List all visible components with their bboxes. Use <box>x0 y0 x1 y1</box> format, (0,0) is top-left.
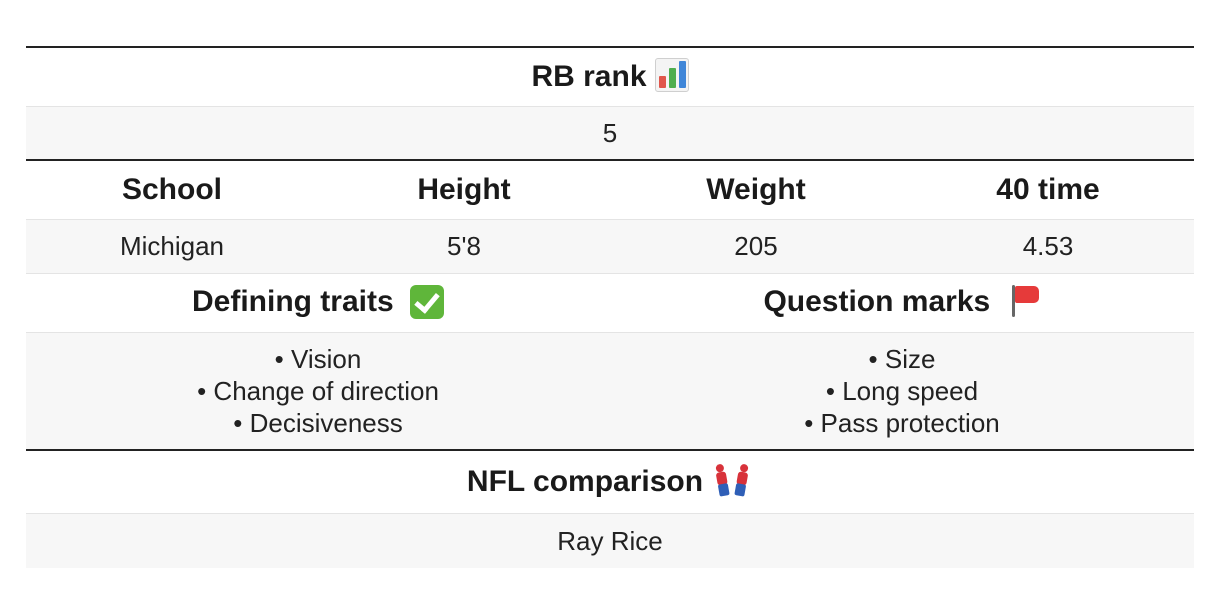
forty-time-value: 4.53 <box>1022 231 1074 261</box>
rank-value: 5 <box>602 117 618 148</box>
weight-header: Weight <box>706 173 806 206</box>
divider <box>26 513 1194 514</box>
defining-traits-list: • Vision • Change of direction • Decisiv… <box>26 343 610 439</box>
section-rule <box>26 449 1194 451</box>
height-value: 5'8 <box>447 231 481 261</box>
list-item: • Size <box>868 344 936 374</box>
divider <box>26 332 1194 333</box>
question-marks-list: • Size • Long speed • Pass protection <box>610 343 1194 439</box>
rank-header-row: RB rank <box>26 48 1194 106</box>
school-header: School <box>121 173 222 206</box>
list-item: • Decisiveness <box>233 408 403 438</box>
list-item: • Vision <box>274 344 362 374</box>
bar-chart-icon <box>654 58 689 92</box>
list-item: • Change of direction <box>197 376 439 406</box>
weight-value: 205 <box>734 231 778 261</box>
stats-header-row: School Height Weight 40 time <box>26 161 1194 219</box>
defining-traits-header-cell: Defining traits <box>26 284 610 320</box>
height-header: Height <box>417 173 511 206</box>
two-figures-icon <box>711 462 753 498</box>
defining-traits-header: Defining traits <box>191 285 394 319</box>
divider <box>26 219 1194 220</box>
question-marks-header-cell: Question marks <box>610 285 1194 321</box>
forty-time-header: 40 time <box>996 173 1100 206</box>
comparison-value-row: Ray Rice <box>26 514 1194 568</box>
school-value: Michigan <box>119 231 225 261</box>
divider <box>26 106 1194 107</box>
top-rule <box>26 46 1194 48</box>
list-item: • Pass protection <box>804 408 1000 438</box>
question-marks-header: Question marks <box>763 284 991 318</box>
list-item: • Long speed <box>825 376 979 406</box>
rank-value-row: 5 <box>26 107 1194 159</box>
traits-value-row: • Vision • Change of direction • Decisiv… <box>26 333 1194 449</box>
stats-value-row: Michigan 5'8 205 4.53 <box>26 220 1194 273</box>
check-mark-icon <box>410 284 445 319</box>
divider <box>26 273 1194 274</box>
rank-header: RB rank <box>531 60 647 93</box>
comparison-header-row: NFL comparison <box>26 451 1194 513</box>
prospect-card: RB rank 5 School Height Weight 40 time M… <box>26 46 1194 568</box>
traits-header-row: Defining traits Question marks <box>26 274 1194 332</box>
comparison-value: Ray Rice <box>557 525 663 556</box>
section-rule <box>26 159 1194 161</box>
comparison-header: NFL comparison <box>466 465 704 498</box>
red-flag-icon <box>1007 283 1041 319</box>
